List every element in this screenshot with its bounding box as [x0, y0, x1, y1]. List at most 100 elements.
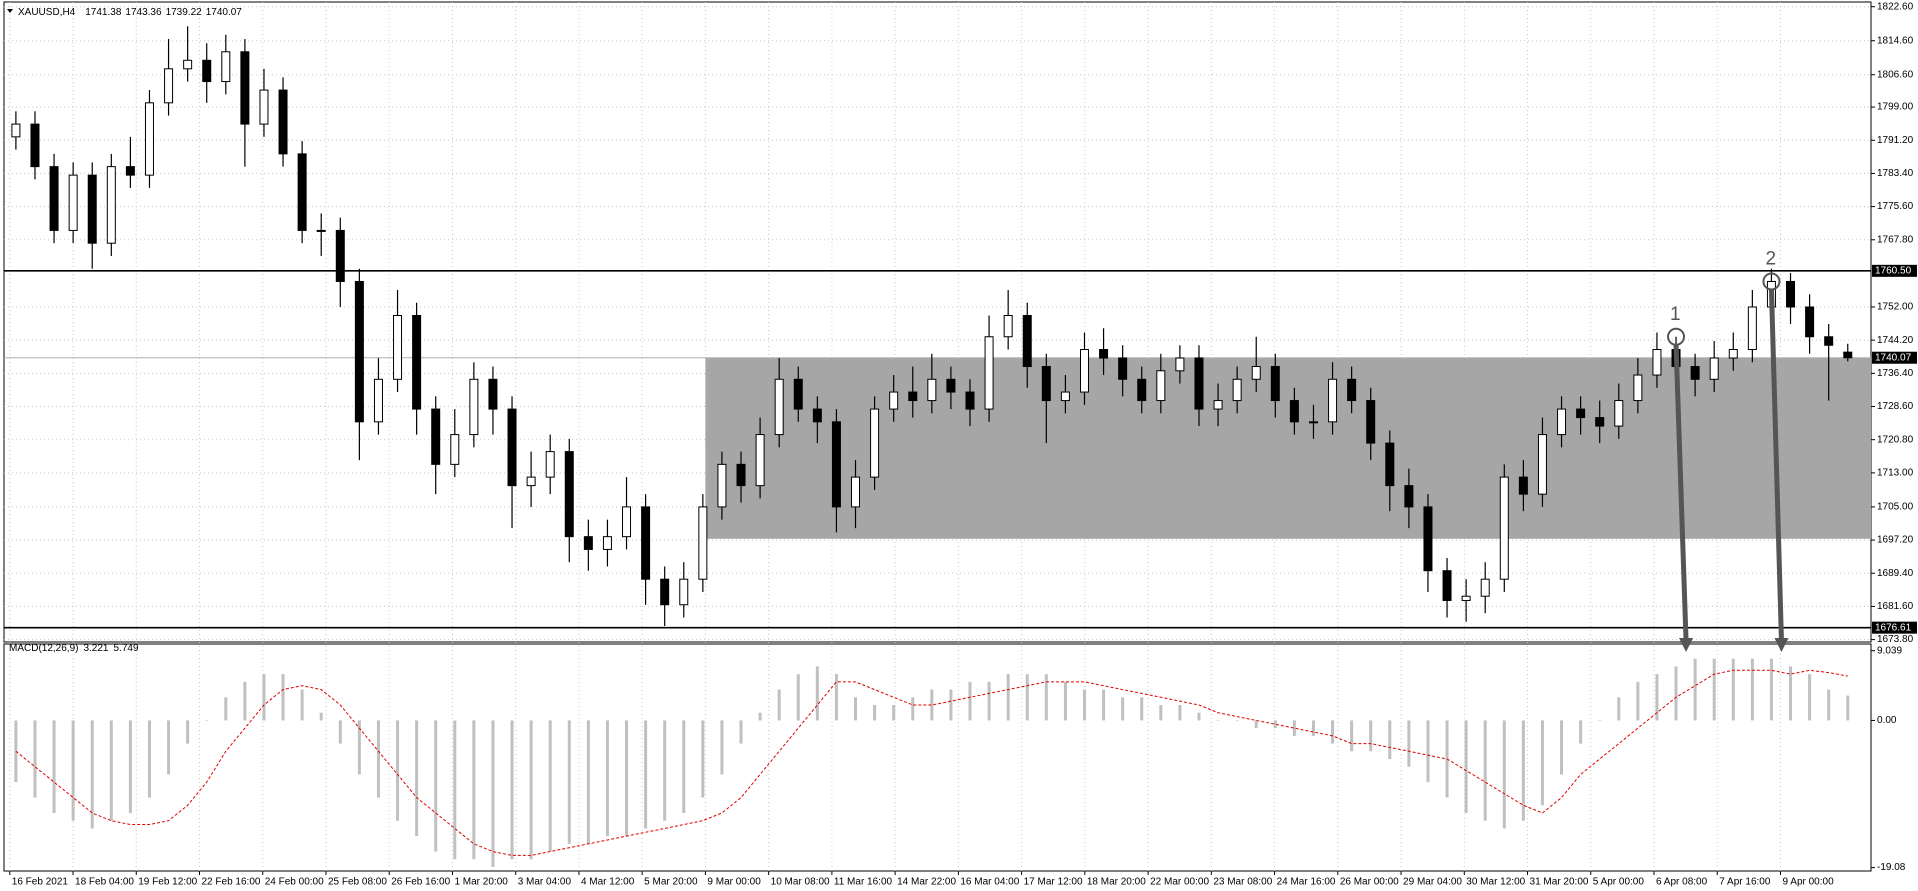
- macd-bar: [1655, 674, 1659, 721]
- main-frame: [3, 1, 1872, 643]
- macd-bar: [415, 720, 419, 837]
- x-tick-label: 7 Apr 16:00: [1719, 877, 1771, 888]
- candle-body: [354, 280, 364, 423]
- x-tick-label: 16 Mar 04:00: [960, 877, 1019, 888]
- x-tick-label: 16 Feb 2021: [12, 877, 69, 888]
- macd-frame: [3, 643, 1872, 872]
- candle-body: [564, 451, 574, 538]
- macd-bar: [777, 689, 781, 721]
- candle-body: [870, 408, 880, 478]
- close-value: 1740.07: [206, 7, 243, 18]
- candle-body: [1824, 336, 1834, 346]
- macd-bar: [262, 674, 266, 721]
- candle-body: [526, 476, 536, 487]
- y-tick-label: 1822.60: [1877, 1, 1914, 12]
- arrow-head: [1679, 638, 1694, 652]
- signal-value: 5.749: [114, 643, 139, 654]
- candle-body: [1480, 578, 1490, 597]
- candle-body: [1786, 280, 1796, 308]
- macd-y-tick-label: 9.039: [1877, 645, 1902, 656]
- macd-bar: [720, 720, 724, 775]
- macd-bar: [1674, 666, 1678, 721]
- current-price-label: 1740.07: [1875, 352, 1912, 363]
- candle-body: [259, 89, 269, 125]
- x-tick-label: 19 Feb 12:00: [138, 877, 197, 888]
- macd-bar: [71, 720, 75, 821]
- candle-body: [679, 578, 689, 606]
- annotation-label: 1: [1670, 304, 1681, 325]
- candle-body: [1461, 595, 1471, 601]
- candle-body: [1003, 314, 1013, 338]
- candle-body: [488, 378, 498, 410]
- candle-body: [144, 102, 154, 176]
- macd-bar: [109, 720, 113, 821]
- candle-body: [221, 51, 231, 83]
- candle-body: [297, 153, 307, 231]
- candle-body: [1137, 378, 1147, 402]
- x-tick-label: 1 Mar 20:00: [454, 877, 508, 888]
- annotation-label: 2: [1765, 248, 1776, 269]
- macd-bar: [1407, 720, 1411, 767]
- x-tick-label: 24 Mar 16:00: [1277, 877, 1336, 888]
- y-tick-label: 1713.00: [1877, 468, 1914, 479]
- macd-bar: [1789, 666, 1793, 721]
- macd-bar: [1216, 720, 1220, 721]
- candle-body: [1041, 366, 1051, 402]
- x-tick-label: 5 Mar 20:00: [644, 877, 698, 888]
- macd-bar: [1502, 720, 1506, 829]
- candle-body: [49, 166, 59, 231]
- header: XAUUSD,H4 1741.38 1743.36 1739.22 1740.07: [18, 7, 242, 18]
- macd-bar: [1235, 720, 1239, 721]
- macd-bar: [224, 697, 228, 721]
- macd-title: MACD(12,26,9): [9, 643, 78, 654]
- macd-bar: [815, 666, 819, 721]
- x-tick-label: 22 Mar 00:00: [1150, 877, 1209, 888]
- candle-body: [1079, 349, 1089, 393]
- macd-bar: [663, 720, 667, 821]
- candle-body: [1518, 476, 1528, 495]
- candle-body: [812, 408, 822, 423]
- candle-body: [1385, 442, 1395, 487]
- macd-bar: [1006, 674, 1010, 721]
- y-tick-label: 1728.60: [1877, 401, 1914, 412]
- open-value: 1741.38: [85, 7, 122, 18]
- y-tick-label: 1799.00: [1877, 102, 1914, 113]
- macd-bar: [434, 720, 438, 852]
- macd-bar: [186, 720, 190, 744]
- candle-body: [1175, 357, 1185, 372]
- macd-y-tick-label: -19.08: [1877, 862, 1906, 873]
- current-price-box: [1872, 351, 1917, 364]
- candle-body: [1347, 378, 1357, 402]
- level-label: 1760.50: [1875, 265, 1912, 276]
- candle-body: [1843, 351, 1853, 359]
- candle-body: [278, 89, 288, 155]
- x-tick-label: 4 Mar 12:00: [581, 877, 635, 888]
- candle-body: [1709, 357, 1719, 380]
- macd-bar: [52, 720, 56, 813]
- macd-bar: [1560, 720, 1564, 775]
- candle-body: [851, 476, 861, 508]
- x-tick-label: 18 Feb 04:00: [75, 877, 134, 888]
- candle-body: [1366, 400, 1376, 444]
- macd-bar: [1311, 720, 1315, 736]
- y-tick-label: 1814.60: [1877, 35, 1914, 46]
- candle-body: [87, 174, 97, 244]
- low-value: 1739.22: [166, 7, 203, 18]
- candle-body: [164, 68, 174, 104]
- candle-body: [1099, 349, 1109, 359]
- level-label-box: [1872, 621, 1917, 634]
- candle-body: [1060, 391, 1070, 402]
- macd-bar: [548, 720, 552, 852]
- macd-bar: [968, 681, 972, 721]
- macd-bar: [854, 697, 858, 721]
- macd-bar: [1483, 720, 1487, 821]
- macd-bar: [396, 720, 400, 821]
- candle-body: [583, 536, 593, 550]
- signal-line: [15, 669, 1848, 856]
- level-label-box: [1872, 264, 1917, 277]
- candle-body: [984, 336, 994, 410]
- candle-body: [1442, 570, 1452, 601]
- macd-y-tick-label: 0.00: [1877, 715, 1897, 726]
- candle-body: [431, 408, 441, 465]
